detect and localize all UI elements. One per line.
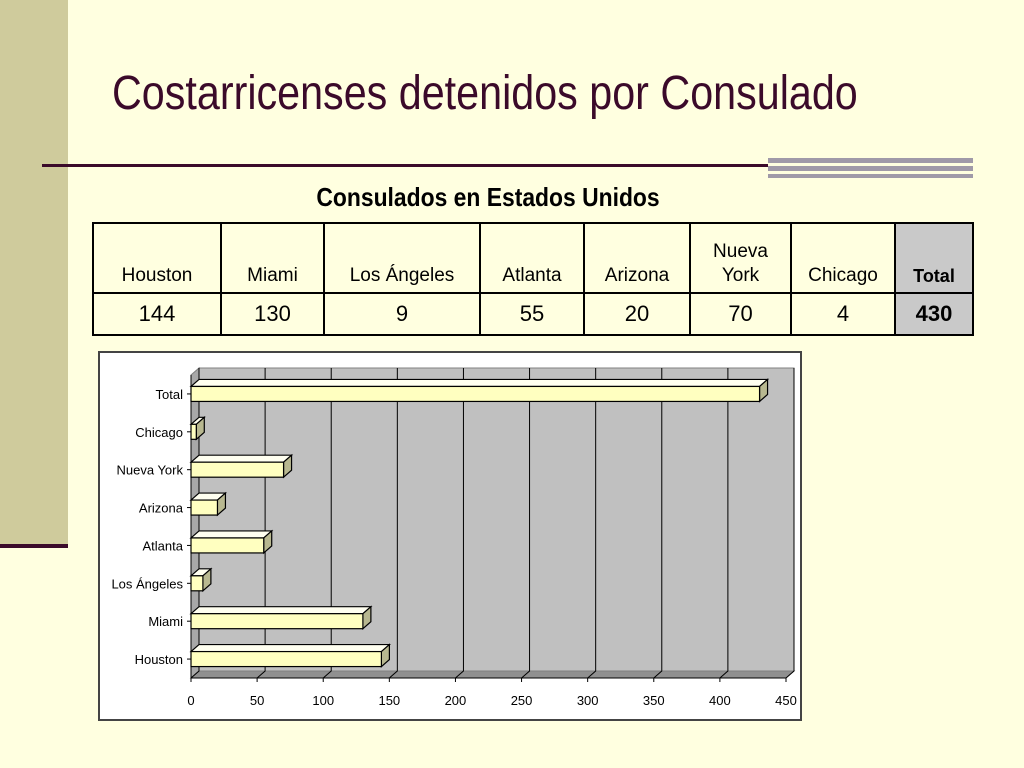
- y-tick-label-houston: Houston: [135, 652, 183, 667]
- table-values-row: 144 130 9 55 20 70 4 430: [92, 292, 974, 336]
- bars: [189, 378, 770, 668]
- bar-los-angeles: [189, 567, 213, 593]
- gridlines: [190, 368, 795, 679]
- gridline-300: [587, 368, 597, 679]
- title-divider: [42, 164, 970, 167]
- value-cell-miami: 130: [220, 292, 325, 336]
- x-tick-label-400: 400: [709, 693, 731, 708]
- chart-canvas: 0 50 100 150 200 250 300 350 400 450 Houston Miami L…: [111, 366, 797, 708]
- value-cell-chicago: 4: [790, 292, 896, 336]
- y-tick-label-total: Total: [156, 387, 184, 402]
- value-cell-los-angeles: 9: [323, 292, 481, 336]
- gridline-400: [719, 368, 729, 679]
- gridline-100: [322, 368, 332, 679]
- header-cell-total: Total: [894, 222, 974, 294]
- x-tick-label-50: 50: [250, 693, 264, 708]
- header-cell-chicago: Chicago: [790, 222, 896, 294]
- consulates-table: Houston Miami Los Ángeles Atlanta Arizon…: [92, 222, 974, 336]
- x-tick-label-250: 250: [511, 693, 533, 708]
- header-cell-miami: Miami: [220, 222, 325, 294]
- table-header-row: Houston Miami Los Ángeles Atlanta Arizon…: [92, 222, 974, 294]
- slide-title: Costarricenses detenidos por Consulado: [112, 67, 858, 120]
- divider-accent: [768, 158, 973, 178]
- x-tick-label-450: 450: [775, 693, 797, 708]
- x-tick-label-150: 150: [378, 693, 400, 708]
- header-cell-arizona: Arizona: [583, 222, 691, 294]
- value-cell-arizona: 20: [583, 292, 691, 336]
- gridline-350: [653, 368, 663, 679]
- value-cell-nueva-york: 70: [689, 292, 792, 336]
- x-tick-label-100: 100: [312, 693, 334, 708]
- bar-arizona: [189, 491, 228, 517]
- gridline-150: [389, 368, 398, 679]
- bar-chicago: [189, 415, 206, 441]
- bar-total: [189, 378, 770, 403]
- bar-atlanta: [189, 529, 274, 555]
- header-cell-los-angeles: Los Ángeles: [323, 222, 481, 294]
- bar-chart: 0 50 100 150 200 250 300 350 400 450 Houston Miami L…: [98, 351, 802, 721]
- y-tick-label-los-angeles: Los Ángeles: [111, 576, 183, 591]
- table-title: Consulados en Estados Unidos: [316, 182, 660, 212]
- y-tick-label-arizona: Arizona: [139, 501, 184, 516]
- bar-miami: [189, 605, 373, 631]
- plot-floor: [189, 670, 796, 679]
- gridline-200: [455, 368, 464, 679]
- y-tick-label-chicago: Chicago: [135, 425, 183, 440]
- y-tick-label-nueva-york: Nueva York: [117, 463, 184, 478]
- y-tick-label-atlanta: Atlanta: [143, 538, 184, 553]
- axis-labels: 0 50 100 150 200 250 300 350 400 450 Houston Miami L…: [111, 387, 796, 708]
- value-cell-total: 430: [894, 292, 974, 336]
- gridline-450: [785, 368, 795, 679]
- x-tick-label-350: 350: [643, 693, 665, 708]
- y-tick-label-miami: Miami: [148, 614, 183, 629]
- left-accent-band: [0, 0, 68, 548]
- left-band-underline: [0, 544, 68, 548]
- bar-nueva-york: [189, 453, 294, 479]
- header-cell-atlanta: Atlanta: [479, 222, 585, 294]
- plot-side-wall: [190, 366, 200, 680]
- gridline-250: [521, 368, 531, 679]
- value-cell-houston: 144: [92, 292, 222, 336]
- value-cell-atlanta: 55: [479, 292, 585, 336]
- plot-area: [189, 366, 796, 680]
- bar-houston: [189, 643, 391, 668]
- x-tick-label-300: 300: [577, 693, 599, 708]
- header-cell-houston: Houston: [92, 222, 222, 294]
- header-cell-nueva-york: Nueva York: [689, 222, 792, 294]
- x-tick-label-200: 200: [445, 693, 467, 708]
- x-tick-label-0: 0: [187, 693, 194, 708]
